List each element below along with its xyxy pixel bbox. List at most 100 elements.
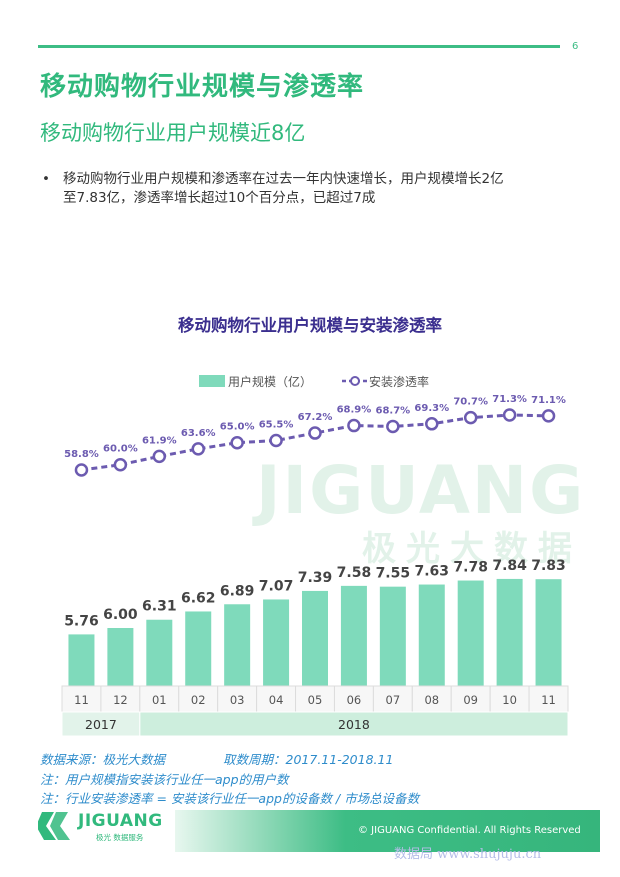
month-cell-4 — [217, 685, 258, 713]
month-label-0: 11 — [74, 693, 89, 707]
bar-label-12: 7.83 — [531, 558, 566, 574]
year-label-0: 2017 — [85, 717, 117, 732]
line-label-12: 71.1% — [531, 395, 566, 406]
line-point-4 — [230, 435, 244, 450]
month-label-5: 04 — [269, 693, 284, 707]
note-user-scale: 注：用户规模指安装该行业任一app的用户数 — [40, 771, 289, 787]
line-point-10 — [463, 410, 478, 425]
bar-9 — [418, 584, 445, 686]
year-label-1: 2018 — [338, 717, 370, 732]
bar-3 — [185, 611, 212, 686]
watermark-brand: JIGUANG — [256, 452, 586, 529]
source-line: 数据来源：极光大数据 取数周期：2017.11-2018.11 — [40, 750, 419, 770]
chart-title: 移动购物行业用户规模与安装渗透率 — [178, 315, 442, 335]
line-point-8 — [386, 419, 400, 434]
month-label-4: 03 — [230, 693, 245, 707]
bar-1 — [107, 628, 134, 686]
month-cell-3 — [178, 685, 219, 713]
bar-label-9: 7.63 — [414, 564, 449, 580]
month-label-2: 01 — [152, 693, 167, 707]
watermark-cn: 极光大数据 — [362, 529, 582, 569]
month-cell-12 — [528, 685, 569, 713]
bar-11 — [496, 578, 523, 686]
line-point-6 — [308, 426, 322, 440]
footer-copyright: © JIGUANG Confidential. All Rights Reser… — [358, 825, 581, 836]
bar-4 — [224, 604, 251, 686]
jiguang-logo-icon — [38, 812, 70, 840]
bar-label-6: 7.39 — [298, 570, 333, 586]
line-label-2: 61.9% — [142, 435, 177, 446]
line-label-5: 65.5% — [259, 420, 294, 431]
bar-label-2: 6.31 — [142, 599, 177, 615]
month-label-8: 07 — [386, 693, 401, 707]
line-label-9: 69.3% — [414, 403, 449, 414]
footer-bar — [175, 810, 600, 852]
bullet-line-1: 移动购物行业用户规模和渗透率在过去一年内快速增长，用户规模增长2亿 — [63, 171, 504, 187]
line-label-7: 68.9% — [337, 405, 372, 416]
chart-notes: 数据来源：极光大数据 取数周期：2017.11-2018.11 注：用户规模指安装… — [40, 750, 419, 809]
bar-6 — [302, 590, 328, 686]
bullet-marker: • — [42, 171, 50, 187]
line-label-4: 65.0% — [220, 422, 255, 433]
bullet-text: 移动购物行业用户规模和渗透率在过去一年内快速增长，用户规模增长2亿 至7.83亿… — [63, 170, 583, 208]
logo-tagline: 极光 数据服务 — [96, 833, 144, 842]
header-rule — [38, 45, 560, 48]
line-point-2 — [152, 449, 167, 464]
page-title: 移动购物行业规模与渗透率 — [40, 72, 365, 102]
bar-label-3: 6.62 — [181, 590, 216, 606]
line-label-0: 58.8% — [64, 449, 99, 460]
site-watermark: 数据局 www.shujuju.cn — [394, 847, 542, 862]
bar-label-4: 6.89 — [220, 583, 255, 599]
month-cell-6 — [295, 685, 335, 713]
line-point-3 — [191, 442, 205, 456]
note-penetration: 注：行业安装渗透率 = 安装该行业任一app的设备数 / 市场总设备数 — [40, 791, 420, 806]
line-point-9 — [425, 417, 439, 431]
line-point-5 — [269, 433, 283, 448]
bar-label-0: 5.76 — [64, 613, 99, 629]
bar-label-1: 6.00 — [103, 607, 138, 623]
line-label-10: 70.7% — [453, 397, 488, 408]
bar-10 — [457, 580, 484, 686]
bar-12 — [535, 579, 562, 686]
month-cell-8 — [372, 685, 413, 713]
line-label-8: 68.7% — [375, 405, 410, 416]
line-point-7 — [347, 418, 361, 433]
month-cell-11 — [489, 685, 530, 713]
bar-5 — [263, 599, 290, 686]
bar-7 — [340, 585, 367, 686]
legend-line-label: 安装渗透率 — [369, 374, 429, 389]
line-label-6: 67.2% — [298, 412, 333, 423]
bullet-line-2: 至7.83亿，渗透率增长超过10个百分点，已超过7成 — [63, 190, 376, 206]
month-label-11: 10 — [502, 693, 517, 707]
month-label-9: 08 — [424, 693, 439, 707]
month-label-7: 06 — [347, 693, 362, 707]
line-label-11: 71.3% — [492, 394, 527, 405]
legend-line-marker — [350, 376, 360, 386]
month-label-6: 05 — [308, 693, 323, 707]
page-subtitle: 移动购物行业用户规模近8亿 — [40, 121, 306, 145]
bar-label-5: 7.07 — [259, 578, 294, 594]
line-label-3: 63.6% — [181, 428, 216, 439]
bar-8 — [379, 586, 406, 686]
bar-label-11: 7.84 — [492, 558, 527, 574]
bar-label-7: 7.58 — [337, 565, 372, 581]
month-label-3: 02 — [191, 693, 206, 707]
data-source: 数据来源：极光大数据 — [40, 752, 166, 767]
month-label-1: 12 — [113, 693, 128, 707]
line-point-12 — [541, 409, 556, 423]
line-point-11 — [502, 408, 517, 422]
page-number: 6 — [572, 41, 579, 52]
legend-bar-swatch — [199, 375, 225, 387]
year-cell-1 — [139, 711, 569, 737]
line-label-1: 60.0% — [103, 444, 138, 455]
legend-bar-label: 用户规模（亿） — [228, 374, 312, 389]
bar-label-10: 7.78 — [453, 560, 488, 576]
month-label-10: 09 — [463, 693, 478, 707]
month-cell-10 — [450, 685, 491, 713]
month-cell-5 — [256, 685, 297, 713]
logo-name: JIGUANG — [78, 811, 163, 831]
line-point-0 — [74, 463, 89, 477]
bar-0 — [68, 634, 95, 686]
bar-label-8: 7.55 — [376, 566, 411, 582]
